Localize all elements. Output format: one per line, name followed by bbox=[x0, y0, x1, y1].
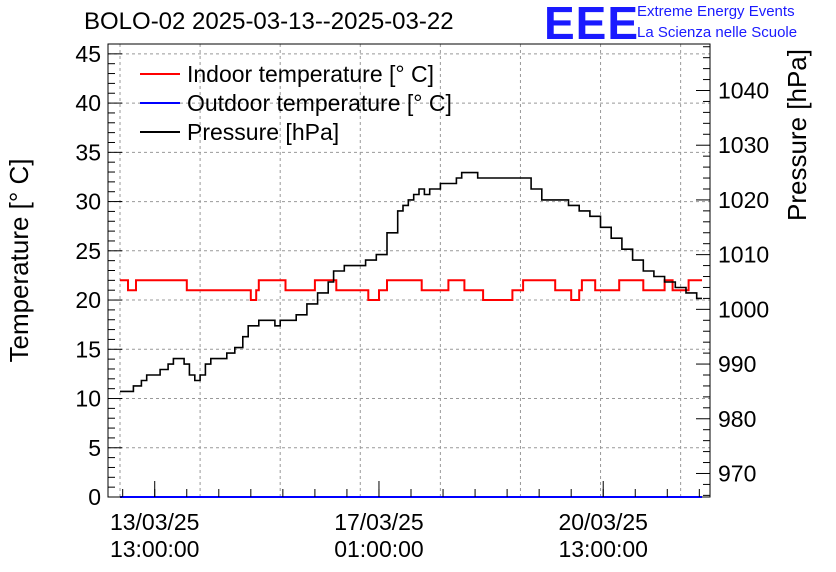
x-tick-date-label: 17/03/25 bbox=[334, 509, 424, 535]
y-tick-label: 30 bbox=[75, 189, 101, 215]
series-line-indoor bbox=[120, 279, 702, 301]
y2-tick-label: 1020 bbox=[718, 187, 769, 213]
logo-line-2: La Scienza nelle Scuole bbox=[637, 24, 798, 41]
y2-tick-label: 1040 bbox=[718, 78, 769, 104]
x-tick-date-label: 20/03/25 bbox=[558, 509, 648, 535]
legend-label: Indoor temperature [° C] bbox=[187, 61, 434, 87]
x-tick-time-label: 13:00:00 bbox=[558, 536, 648, 562]
series-layer bbox=[120, 171, 702, 498]
y-tick-label: 40 bbox=[75, 90, 101, 116]
x-tick-date-label: 13/03/25 bbox=[110, 509, 200, 535]
axes-layer: 0 5 10 15 20 25 30 35 40 45 970 980 990 1000 1010 1020 1… bbox=[4, 41, 812, 562]
legend: Indoor temperature [° C] Outdoor temperat… bbox=[140, 61, 452, 145]
y-axis-title: Temperature [° C] bbox=[4, 158, 34, 362]
logo-line-1: Extreme Energy Events bbox=[637, 3, 795, 20]
legend-label: Outdoor temperature [° C] bbox=[187, 90, 452, 116]
y2-tick-label: 970 bbox=[718, 460, 756, 486]
y2-tick-label: 1030 bbox=[718, 132, 769, 158]
eee-logo: EEE bbox=[544, 0, 640, 49]
y-tick-label: 5 bbox=[88, 435, 101, 461]
y-tick-label: 20 bbox=[75, 287, 101, 313]
series-line-pressure bbox=[120, 171, 702, 393]
y2-tick-label: 1010 bbox=[718, 242, 769, 268]
y-tick-label: 25 bbox=[75, 238, 101, 264]
y-tick-label: 10 bbox=[75, 386, 101, 412]
y-tick-label: 35 bbox=[75, 139, 101, 165]
y2-axis-title: Pressure [hPa] bbox=[782, 49, 812, 221]
x-tick-time-label: 01:00:00 bbox=[334, 536, 424, 562]
x-tick-time-label: 13:00:00 bbox=[110, 536, 200, 562]
y2-tick-label: 990 bbox=[718, 351, 756, 377]
y-tick-label: 45 bbox=[75, 41, 101, 67]
chart-title: BOLO-02 2025-03-13--2025-03-22 bbox=[84, 8, 454, 35]
y-tick-label: 0 bbox=[88, 484, 101, 510]
y-tick-label: 15 bbox=[75, 336, 101, 362]
legend-label: Pressure [hPa] bbox=[187, 119, 339, 145]
y2-tick-label: 1000 bbox=[718, 296, 769, 322]
y2-tick-label: 980 bbox=[718, 406, 756, 432]
